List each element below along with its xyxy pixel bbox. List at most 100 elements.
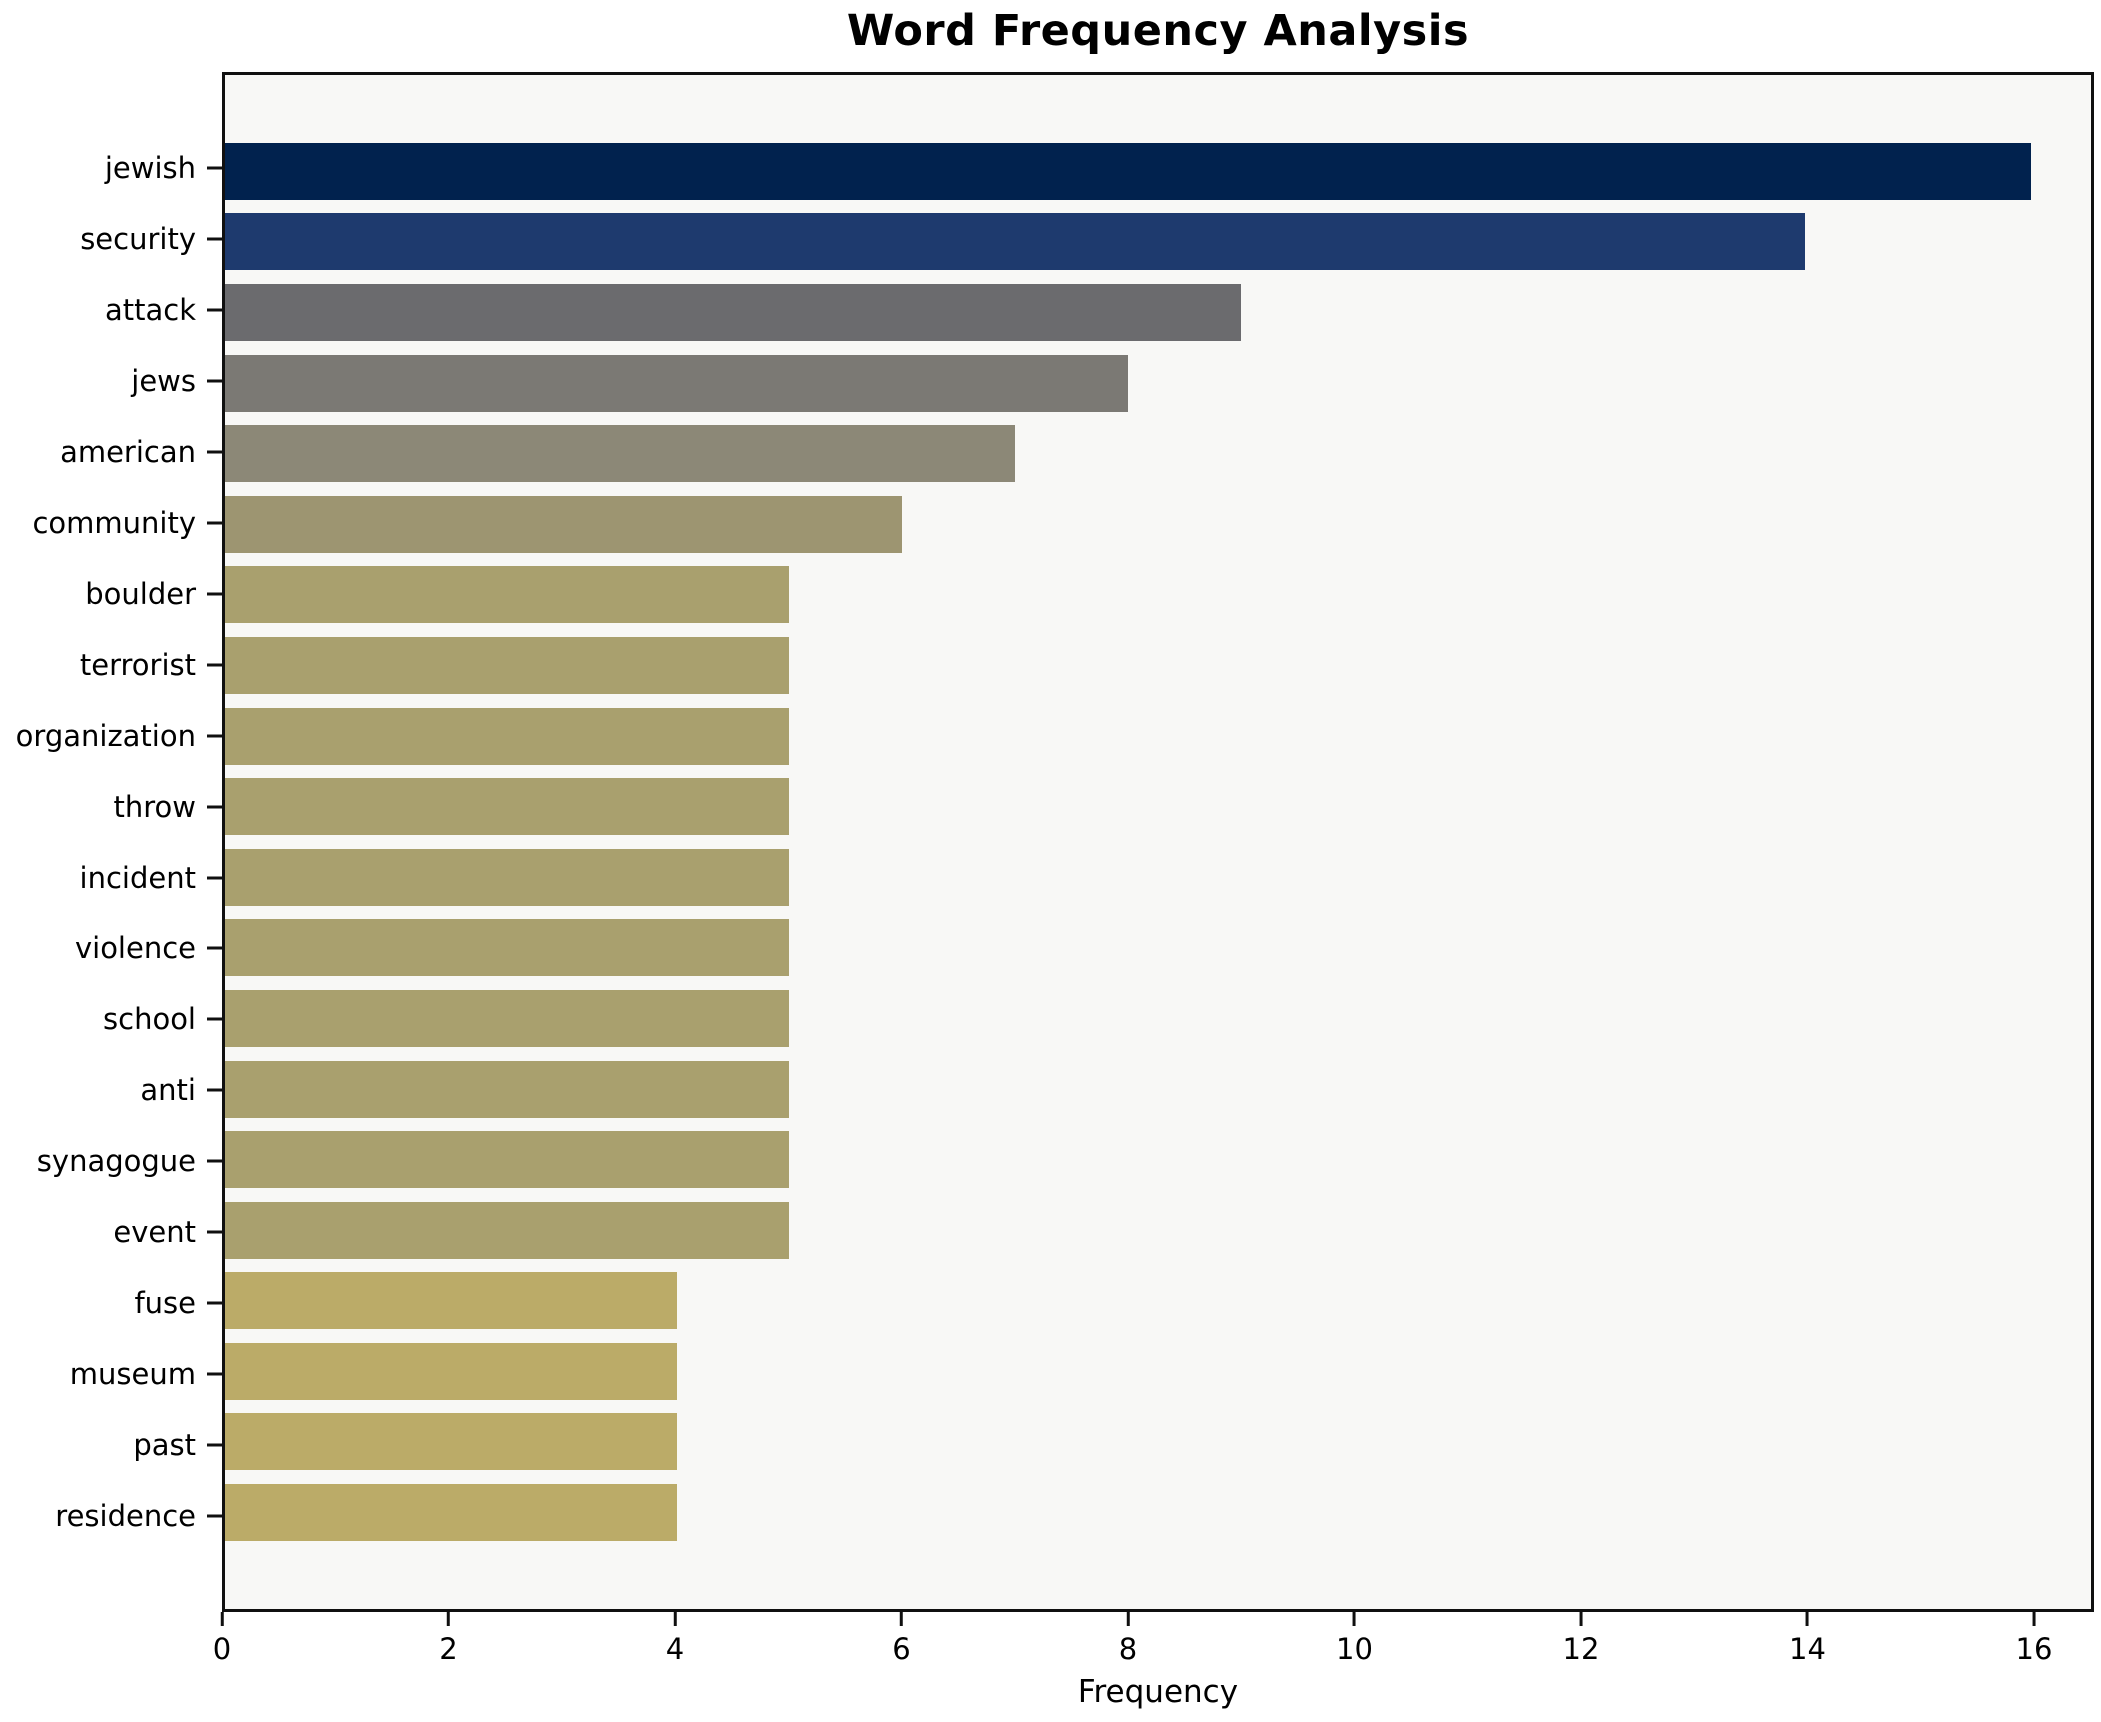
y-axis: jewish security attack jews american communit… bbox=[0, 72, 222, 1612]
plot-area bbox=[222, 72, 2094, 1612]
bar-row-school bbox=[225, 983, 2091, 1054]
y-tick-label-terrorist: terrorist bbox=[79, 647, 196, 682]
y-tick-mark bbox=[207, 237, 222, 241]
bar-row-violence bbox=[225, 913, 2091, 984]
y-tick-mark bbox=[207, 1514, 222, 1518]
y-tick-mark bbox=[207, 805, 222, 809]
y-tick-label-past: past bbox=[133, 1427, 196, 1462]
y-tick-label-boulder: boulder bbox=[85, 576, 196, 611]
bar-incident bbox=[225, 848, 790, 906]
x-tick-2: 2 bbox=[439, 1612, 458, 1666]
y-tick-mark bbox=[207, 450, 222, 454]
bar-event bbox=[225, 1201, 790, 1259]
y-tick-label-synagogue: synagogue bbox=[36, 1144, 196, 1179]
bar-row-security bbox=[225, 207, 2091, 278]
y-tick-label-residence: residence bbox=[55, 1498, 196, 1533]
x-tick-0: 0 bbox=[213, 1612, 231, 1666]
bar-organization bbox=[225, 707, 790, 765]
bar-row-incident bbox=[225, 842, 2091, 913]
x-tick-label: 8 bbox=[1118, 1632, 1138, 1666]
y-tick-label-community: community bbox=[32, 505, 196, 540]
bar-row-museum bbox=[225, 1336, 2091, 1407]
y-tick-mark bbox=[207, 1230, 222, 1234]
y-tick-mark bbox=[207, 946, 222, 950]
bar-row-event bbox=[225, 1195, 2091, 1266]
x-axis: 0 2 4 6 8 10 12 14 16 bbox=[213, 1612, 2094, 1674]
y-tick-mark bbox=[207, 1159, 222, 1163]
y-tick-mark bbox=[207, 308, 222, 312]
bar-row-throw bbox=[225, 771, 2091, 842]
bar-boulder bbox=[225, 566, 790, 624]
y-tick-label-school: school bbox=[103, 1002, 196, 1037]
x-tick-mark bbox=[1805, 1612, 1809, 1626]
x-tick-mark bbox=[899, 1612, 903, 1626]
y-tick-mark bbox=[207, 521, 222, 525]
x-tick-label: 4 bbox=[665, 1632, 685, 1666]
y-row-jews: jews bbox=[0, 346, 222, 417]
bar-terrorist bbox=[225, 636, 790, 694]
x-tick-label: 2 bbox=[439, 1632, 458, 1666]
bar-jewish bbox=[225, 142, 2032, 200]
x-tick-label: 12 bbox=[1562, 1632, 1600, 1666]
y-row-terrorist: terrorist bbox=[0, 629, 222, 700]
bar-past bbox=[225, 1413, 677, 1471]
y-tick-label-attack: attack bbox=[104, 293, 196, 328]
y-row-community: community bbox=[0, 488, 222, 559]
y-row-throw: throw bbox=[0, 771, 222, 842]
bar-anti bbox=[225, 1060, 790, 1118]
y-tick-mark bbox=[207, 1372, 222, 1376]
y-row-american: american bbox=[0, 417, 222, 488]
y-tick-label-museum: museum bbox=[69, 1356, 196, 1391]
x-tick-mark bbox=[446, 1612, 450, 1626]
x-tick-10: 10 bbox=[1336, 1612, 1373, 1666]
bar-jews bbox=[225, 354, 1129, 412]
y-tick-label-jews: jews bbox=[131, 364, 196, 399]
bar-attack bbox=[225, 283, 1241, 341]
y-tick-label-jewish: jewish bbox=[104, 151, 196, 186]
y-row-violence: violence bbox=[0, 913, 222, 984]
y-tick-mark bbox=[207, 1443, 222, 1447]
y-tick-mark bbox=[207, 592, 222, 596]
x-tick-label: 6 bbox=[892, 1632, 911, 1666]
y-tick-mark bbox=[207, 734, 222, 738]
y-row-attack: attack bbox=[0, 275, 222, 346]
bar-fuse bbox=[225, 1272, 677, 1330]
bar-row-attack bbox=[225, 277, 2091, 348]
y-row-residence: residence bbox=[0, 1480, 222, 1551]
y-tick-label-fuse: fuse bbox=[134, 1285, 196, 1320]
bar-school bbox=[225, 989, 790, 1047]
bar-row-jewish bbox=[225, 136, 2091, 207]
y-row-anti: anti bbox=[0, 1055, 222, 1126]
x-tick-mark bbox=[673, 1612, 677, 1626]
bar-row-jews bbox=[225, 348, 2091, 419]
bar-violence bbox=[225, 919, 790, 977]
bar-community bbox=[225, 495, 903, 553]
y-row-past: past bbox=[0, 1409, 222, 1480]
y-tick-label-anti: anti bbox=[140, 1073, 196, 1108]
bar-row-past bbox=[225, 1407, 2091, 1478]
x-tick-6: 6 bbox=[892, 1612, 911, 1666]
x-tick-8: 8 bbox=[1119, 1612, 1137, 1666]
y-tick-mark bbox=[207, 1017, 222, 1021]
bar-row-residence bbox=[225, 1477, 2091, 1548]
bar-throw bbox=[225, 778, 790, 836]
x-tick-mark bbox=[220, 1612, 224, 1626]
chart-title: Word Frequency Analysis bbox=[846, 6, 1470, 56]
x-tick-label: 16 bbox=[2015, 1632, 2053, 1666]
bar-row-american bbox=[225, 418, 2091, 489]
x-tick-label: 10 bbox=[1336, 1632, 1373, 1666]
x-tick-label: 0 bbox=[212, 1632, 232, 1666]
y-tick-label-american: american bbox=[60, 435, 196, 470]
x-tick-label: 14 bbox=[1789, 1632, 1826, 1666]
bar-row-organization bbox=[225, 701, 2091, 772]
y-tick-label-security: security bbox=[80, 222, 196, 257]
y-tick-label-organization: organization bbox=[15, 718, 196, 753]
x-axis-label: Frequency bbox=[1077, 1674, 1239, 1710]
x-tick-mark bbox=[1579, 1612, 1583, 1626]
bar-row-fuse bbox=[225, 1266, 2091, 1337]
y-row-fuse: fuse bbox=[0, 1268, 222, 1339]
y-row-boulder: boulder bbox=[0, 558, 222, 629]
y-row-jewish: jewish bbox=[0, 133, 222, 204]
x-tick-mark bbox=[1352, 1612, 1356, 1626]
bar-residence bbox=[225, 1484, 677, 1542]
